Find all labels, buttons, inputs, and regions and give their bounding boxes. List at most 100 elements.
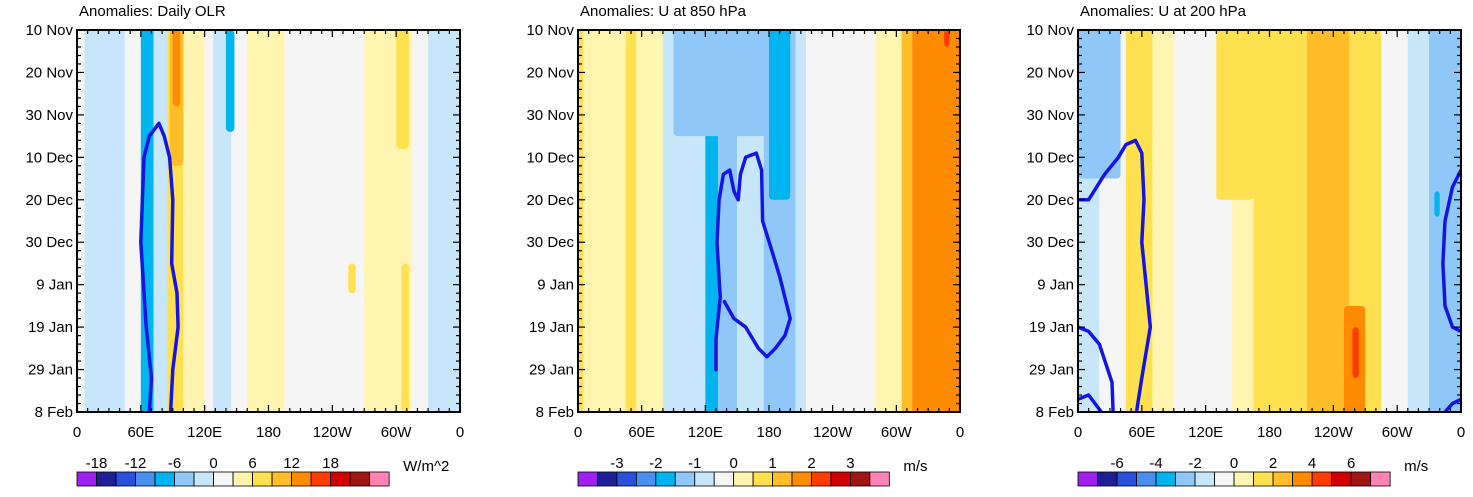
chart-title: Anomalies: U at 850 hPa: [580, 3, 747, 20]
colorbar-box: [635, 471, 657, 487]
colorbar-box: [1292, 471, 1313, 487]
colorbar-box: [577, 471, 598, 487]
x-tick-label: 120E: [688, 424, 723, 441]
colorbar-label: 4: [1308, 455, 1316, 472]
anomaly-band: [912, 30, 960, 412]
x-tick-label: 60W: [1382, 424, 1414, 441]
x-tick-label: 60W: [881, 424, 913, 441]
colorbar-label: 12: [283, 455, 300, 472]
colorbar-label: 2: [1269, 455, 1277, 472]
y-tick-label: 10 Nov: [1026, 22, 1074, 39]
colorbar-box: [1311, 471, 1333, 487]
colorbar-box: [1350, 471, 1372, 487]
y-tick-label: 8 Feb: [536, 404, 574, 421]
colorbar-box: [271, 471, 292, 487]
x-tick-label: 0: [574, 424, 582, 441]
x-tick-label: 0: [956, 424, 964, 441]
colorbar-box: [330, 471, 351, 487]
olr-anomaly-panel: Anomalies: Daily OLR 10 Nov 20 Nov 30 Nov 10…: [25, 3, 464, 487]
colorbar-label: -6: [1110, 455, 1123, 472]
u850-anomaly-panel: Anomalies: U at 850 hPa 10 Nov 20 Nov 30 No…: [526, 3, 964, 487]
anomaly-band: [578, 30, 584, 412]
anomaly-band: [795, 30, 807, 412]
y-tick-label: 20 Dec: [526, 192, 574, 209]
colorbar-box: [115, 471, 136, 487]
u200-anomaly-panel: Anomalies: U at 200 hPa 10 Nov 20 Nov 30 No…: [1026, 3, 1465, 487]
x-tick-label: 0: [456, 424, 464, 441]
colorbar-label: 3: [846, 455, 854, 472]
colorbar-box: [1136, 471, 1157, 487]
y-tick-label: 9 Jan: [537, 277, 574, 294]
anomaly-patch: [1434, 191, 1440, 217]
colorbar-box: [674, 471, 696, 487]
anomaly-band: [806, 30, 876, 412]
anomaly-band: [625, 30, 637, 412]
y-tick-label: 29 Jan: [28, 362, 73, 379]
contour-line: [1078, 138, 1153, 412]
x-tick-label: 120E: [1188, 424, 1223, 441]
colorbar-box: [174, 471, 195, 487]
x-tick-label: 120W: [813, 424, 853, 441]
anomaly-band: [1253, 30, 1307, 412]
anomaly-band: [428, 30, 460, 412]
y-tick-label: 10 Nov: [526, 22, 574, 39]
x-tick-label: 180: [756, 424, 781, 441]
x-tick-label: 0: [73, 424, 81, 441]
anomaly-patch: [225, 30, 235, 132]
contour-line: [1078, 325, 1115, 412]
anomaly-band: [636, 30, 663, 412]
colorbar-box: [1233, 471, 1254, 487]
y-tick-label: 10 Dec: [25, 149, 73, 166]
colorbar-box: [733, 471, 754, 487]
colorbar-box: [96, 471, 117, 487]
x-tick-label: 180: [1257, 424, 1282, 441]
colorbar-box: [752, 471, 773, 487]
anomaly-band: [247, 30, 285, 412]
y-tick-label: 10 Nov: [25, 22, 73, 39]
anomaly-band: [412, 30, 429, 412]
anomaly-band: [84, 30, 125, 412]
colorbar-box: [232, 471, 253, 487]
anomaly-field: [77, 30, 460, 412]
anomaly-band: [1381, 30, 1408, 412]
colorbar-box: [713, 471, 735, 487]
colorbar-box: [1214, 471, 1235, 487]
chart-title: Anomalies: Daily OLR: [79, 3, 226, 20]
colorbar-label: -6: [168, 455, 181, 472]
y-tick-label: 29 Jan: [1029, 362, 1074, 379]
anomaly-band: [1407, 30, 1430, 412]
colorbar-label: -18: [86, 455, 108, 472]
colorbar-box: [1155, 471, 1176, 487]
anomaly-patch: [172, 30, 181, 107]
colorbar-label: -2: [1188, 455, 1201, 472]
colorbar-box: [597, 471, 618, 487]
anomaly-band: [124, 30, 141, 412]
anomaly-band: [901, 30, 913, 412]
y-tick-label: 10 Dec: [1026, 149, 1074, 166]
contour-line: [1441, 168, 1461, 334]
y-tick-label: 9 Jan: [1037, 277, 1074, 294]
anomaly-band: [1152, 30, 1174, 412]
anomaly-band: [1306, 30, 1350, 412]
x-tick-label: 120E: [187, 424, 222, 441]
y-tick-label: 30 Dec: [526, 234, 574, 251]
colorbar-box: [349, 471, 371, 487]
y-tick-label: 8 Feb: [1036, 404, 1074, 421]
colorbar-label: 6: [1347, 455, 1355, 472]
colorbar-units: W/m^2: [403, 458, 449, 475]
y-tick-label: 9 Jan: [36, 277, 73, 294]
colorbar-box: [291, 471, 312, 487]
contour-line: [714, 151, 792, 372]
y-tick-label: 29 Jan: [529, 362, 574, 379]
x-tick-label: 0: [1457, 424, 1465, 441]
y-tick-label: 30 Dec: [1026, 234, 1074, 251]
colorbar-box: [1116, 471, 1137, 487]
y-tick-label: 20 Nov: [25, 64, 73, 81]
anomaly-band: [231, 30, 248, 412]
colorbar-box: [616, 471, 637, 487]
y-tick-label: 19 Jan: [1029, 319, 1074, 336]
anomaly-field: [578, 30, 960, 412]
colorbar-box: [694, 471, 715, 487]
colorbar-box: [1331, 471, 1352, 487]
